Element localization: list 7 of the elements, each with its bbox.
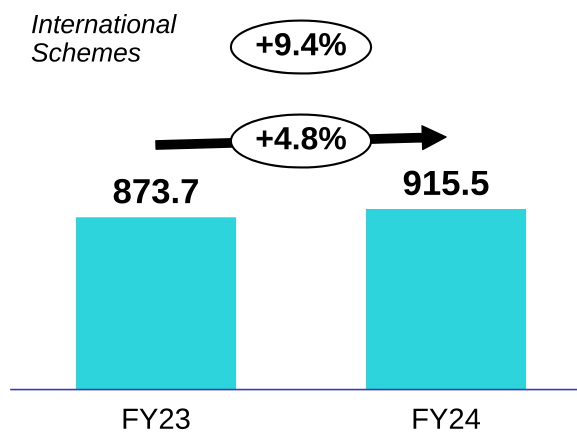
text: +9.4% [256, 32, 346, 56]
x-tick-label: FY24 [414, 408, 480, 429]
text: +4.8% [256, 126, 346, 150]
data-label: 915.5 [404, 170, 488, 196]
chart-title: International Schemes [32, 14, 177, 62]
x-tick-label: FY23 [124, 408, 190, 430]
data-label: 873.7 [114, 178, 198, 204]
